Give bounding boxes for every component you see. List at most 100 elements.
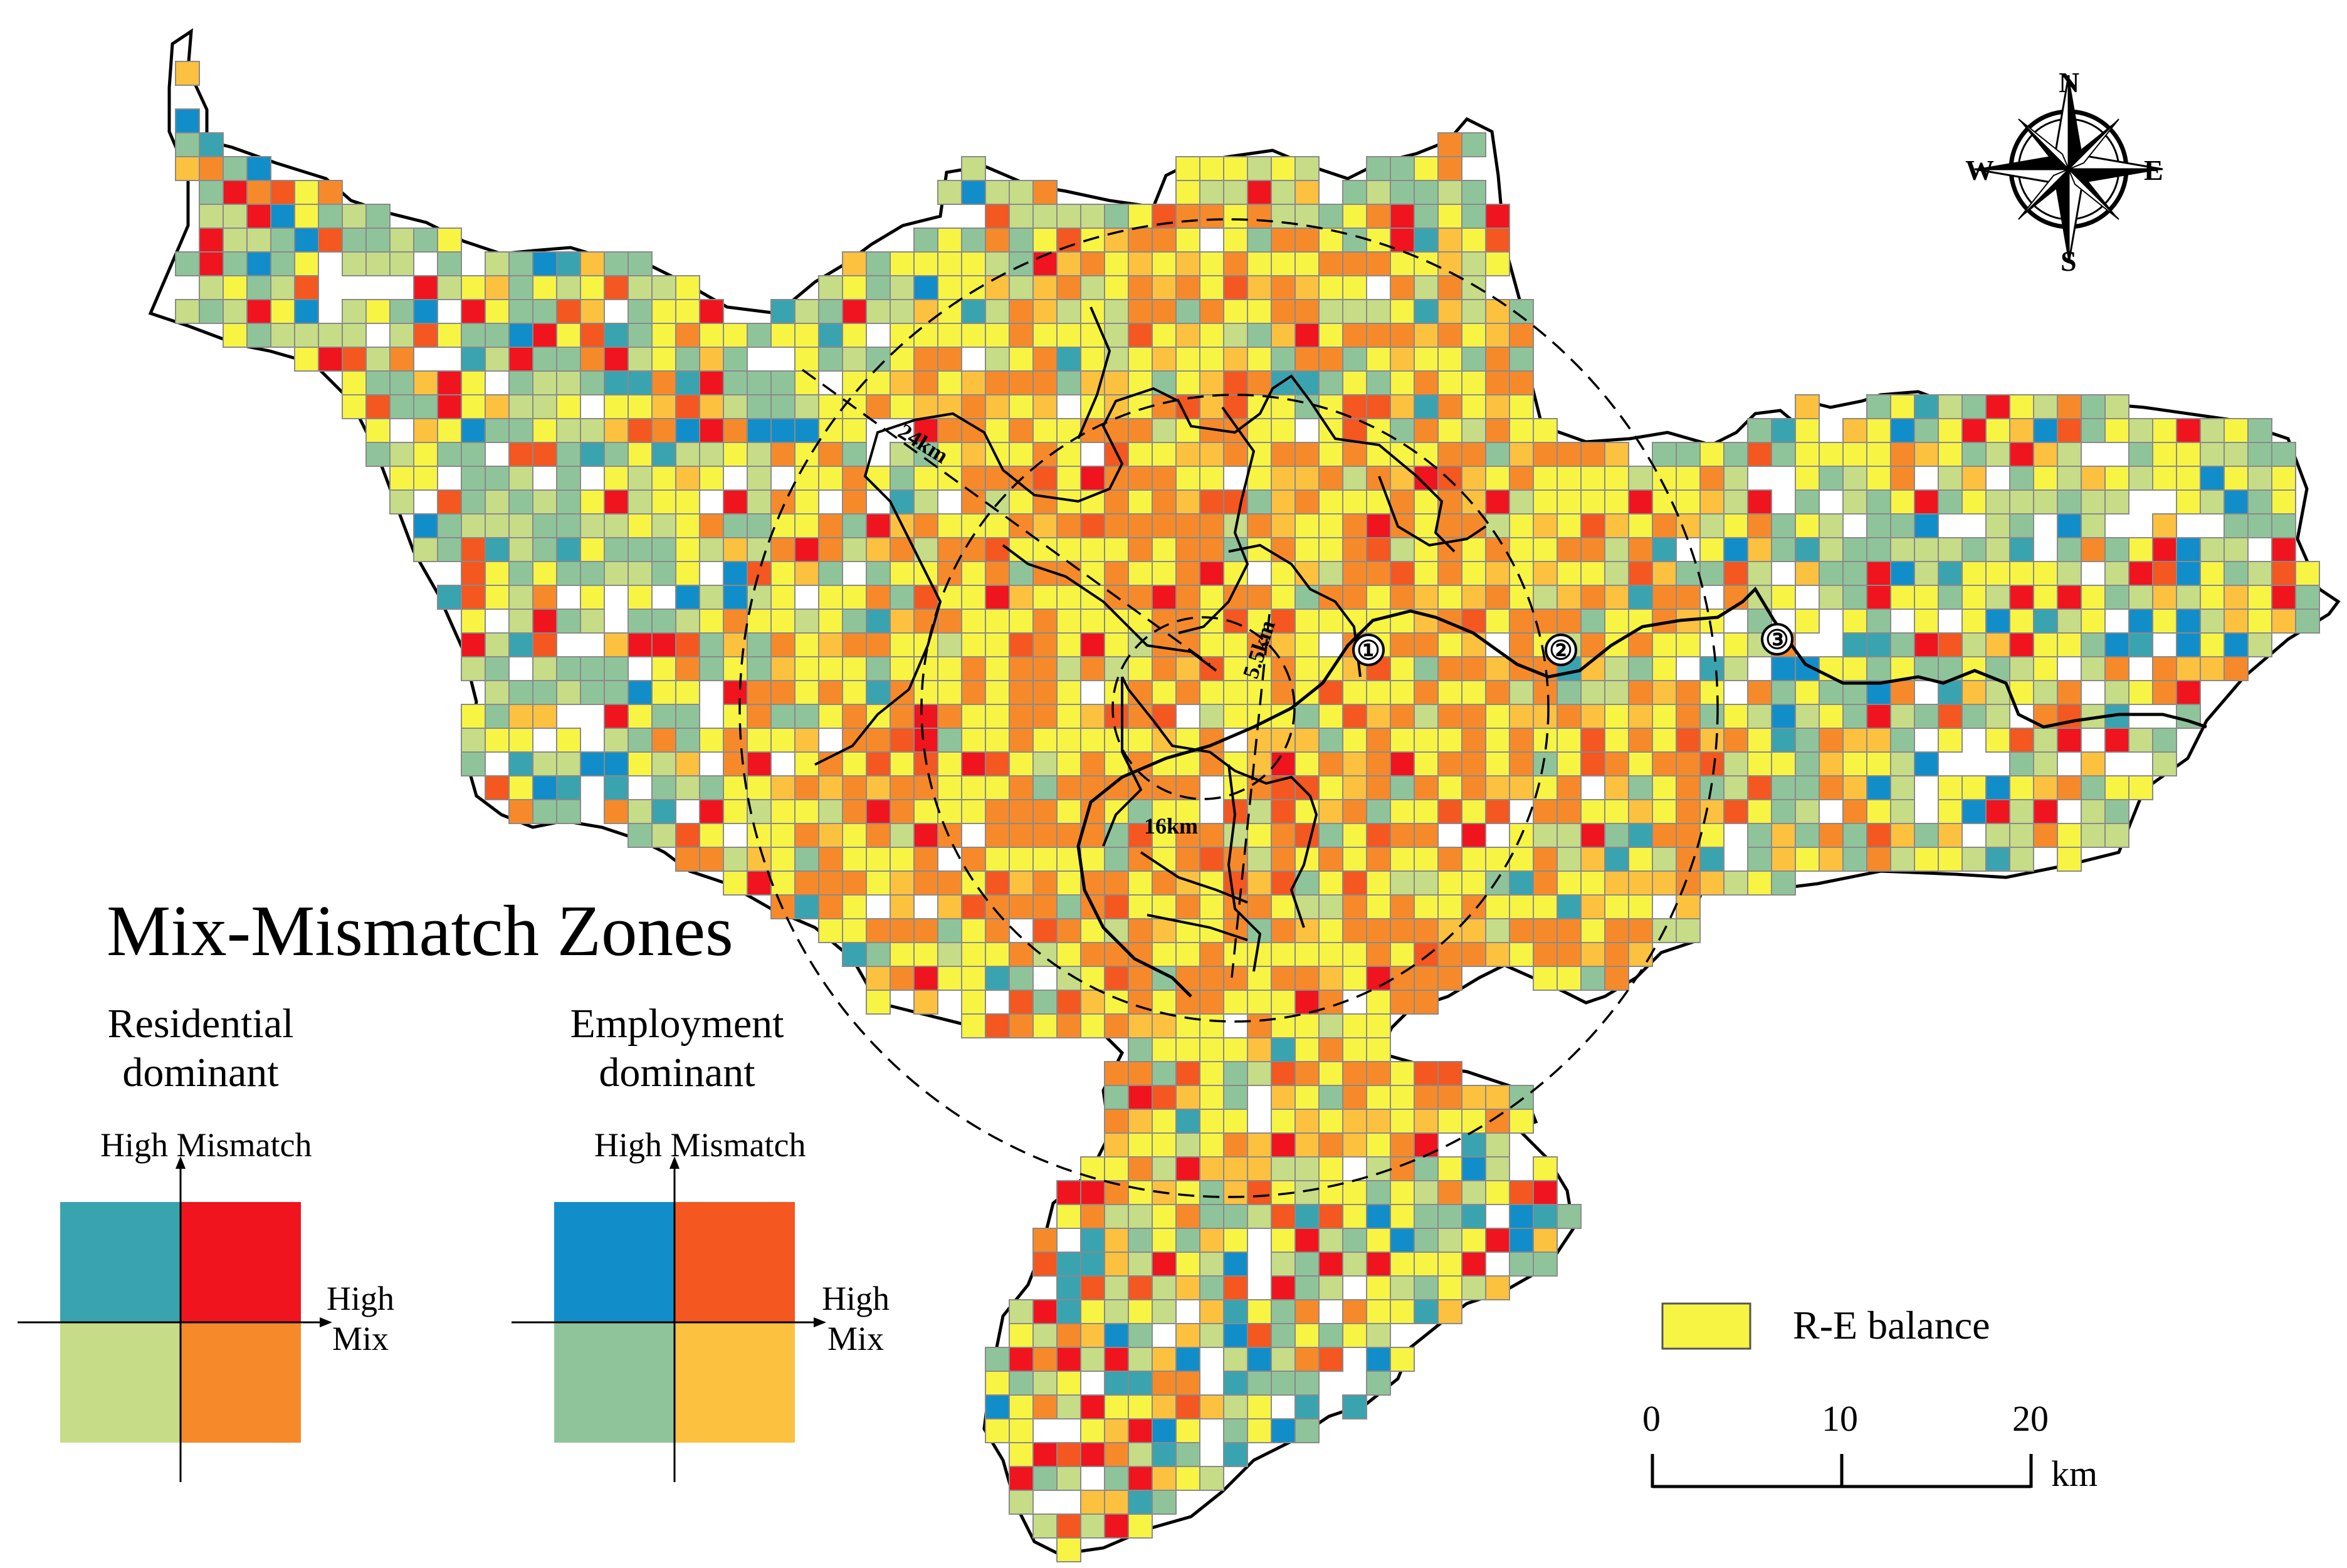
grid-cell (2081, 799, 2106, 824)
grid-cell (342, 299, 367, 324)
grid-cell (1533, 442, 1558, 467)
grid-cell (604, 656, 629, 681)
grid-cell (842, 870, 867, 896)
grid-cell (1247, 299, 1272, 324)
grid-cell (1914, 394, 1939, 419)
grid-cell (1747, 728, 1772, 753)
grid-cell (1414, 870, 1439, 896)
legend-res-low-mix-high-mismatch (60, 1202, 181, 1322)
grid-cell (1604, 918, 1629, 943)
grid-cell (1723, 466, 1748, 491)
grid-cell (2128, 442, 2153, 467)
grid-cell (1652, 585, 1677, 610)
grid-cell (1485, 299, 1510, 324)
grid-cell (1152, 1204, 1177, 1229)
grid-cell (2295, 609, 2320, 634)
grid-cell (1938, 847, 1963, 872)
grid-cell (1104, 894, 1129, 919)
grid-cell (913, 323, 938, 348)
grid-cell (1914, 704, 1939, 729)
grid-cell (770, 656, 795, 681)
grid-cell (627, 632, 653, 657)
grid-cell (1342, 442, 1367, 467)
grid-cell (1175, 823, 1200, 848)
grid-cell (1104, 656, 1129, 681)
grid-cell (199, 156, 224, 181)
grid-cell (1056, 1299, 1081, 1324)
grid-cell (485, 466, 510, 491)
legend-emp-high-mix-low-mismatch (675, 1322, 795, 1443)
grid-cell (818, 299, 843, 324)
grid-cell (1628, 680, 1653, 705)
grid-cell (1366, 513, 1391, 538)
grid-cell (794, 537, 819, 562)
grid-cell (2224, 632, 2249, 657)
grid-cell (770, 609, 795, 634)
grid-cell (1890, 394, 1915, 419)
grid-cell (437, 275, 462, 300)
grid-cell (2057, 585, 2082, 610)
grid-cell (890, 275, 915, 300)
grid-cell (437, 585, 462, 610)
grid-cell (2295, 561, 2320, 586)
grid-cell (175, 61, 200, 86)
grid-cell (866, 656, 891, 681)
grid-cell (461, 489, 486, 515)
grid-cell (1056, 418, 1081, 443)
grid-cell (723, 394, 748, 419)
grid-cell (961, 180, 986, 205)
grid-cell (1485, 251, 1510, 276)
grid-cell (794, 347, 819, 372)
grid-cell (1294, 1394, 1320, 1419)
grid-cell (1461, 870, 1486, 896)
grid-cell (1080, 942, 1105, 967)
grid-cell (1485, 394, 1510, 419)
grid-cell (1223, 1371, 1248, 1396)
grid-cell (2247, 513, 2272, 538)
grid-cell (2057, 394, 2082, 419)
grid-cell (1747, 799, 1772, 824)
grid-cell (532, 561, 557, 586)
grid-cell (1580, 704, 1605, 729)
grid-cell (1032, 609, 1058, 634)
grid-cell (1271, 1085, 1296, 1110)
grid-cell (1461, 132, 1486, 157)
grid-cell (1628, 823, 1653, 848)
grid-cell (985, 775, 1010, 800)
legend-emp-low-mix-high-mismatch (554, 1202, 675, 1322)
grid-cell (1080, 728, 1105, 753)
legend-res-low-mix-low-mismatch (60, 1322, 181, 1443)
grid-cell (485, 728, 510, 753)
grid-cell (1414, 728, 1439, 753)
grid-cell (699, 656, 724, 681)
grid-cell (2128, 609, 2153, 634)
grid-cell (1247, 1418, 1272, 1443)
grid-cell (294, 323, 319, 348)
grid-cell (1318, 1228, 1343, 1253)
grid-cell (818, 894, 843, 919)
grid-cell (1485, 1132, 1510, 1158)
grid-cell (1366, 1252, 1391, 1277)
grid-cell (1294, 751, 1320, 776)
grid-cell (1247, 751, 1272, 776)
grid-cell (1152, 347, 1177, 372)
grid-cell (1390, 799, 1415, 824)
grid-cell (1175, 489, 1200, 515)
scale-bar (1651, 1454, 2033, 1488)
grid-cell (723, 680, 748, 705)
grid-cell (556, 489, 581, 515)
grid-cell (1390, 1252, 1415, 1277)
grid-cell (1485, 1109, 1510, 1134)
grid-cell (1032, 1466, 1058, 1491)
grid-cell (1342, 799, 1367, 824)
grid-cell (1985, 704, 2010, 729)
grid-cell (1485, 347, 1510, 372)
grid-cell (1128, 204, 1153, 229)
grid-cell (1819, 704, 1844, 729)
grid-cell (2057, 442, 2082, 467)
grid-cell (1199, 204, 1224, 229)
grid-cell (1509, 513, 1534, 538)
ring-radius-line (801, 368, 1211, 666)
grid-cell (604, 799, 629, 824)
grid-cell (1366, 1109, 1391, 1134)
